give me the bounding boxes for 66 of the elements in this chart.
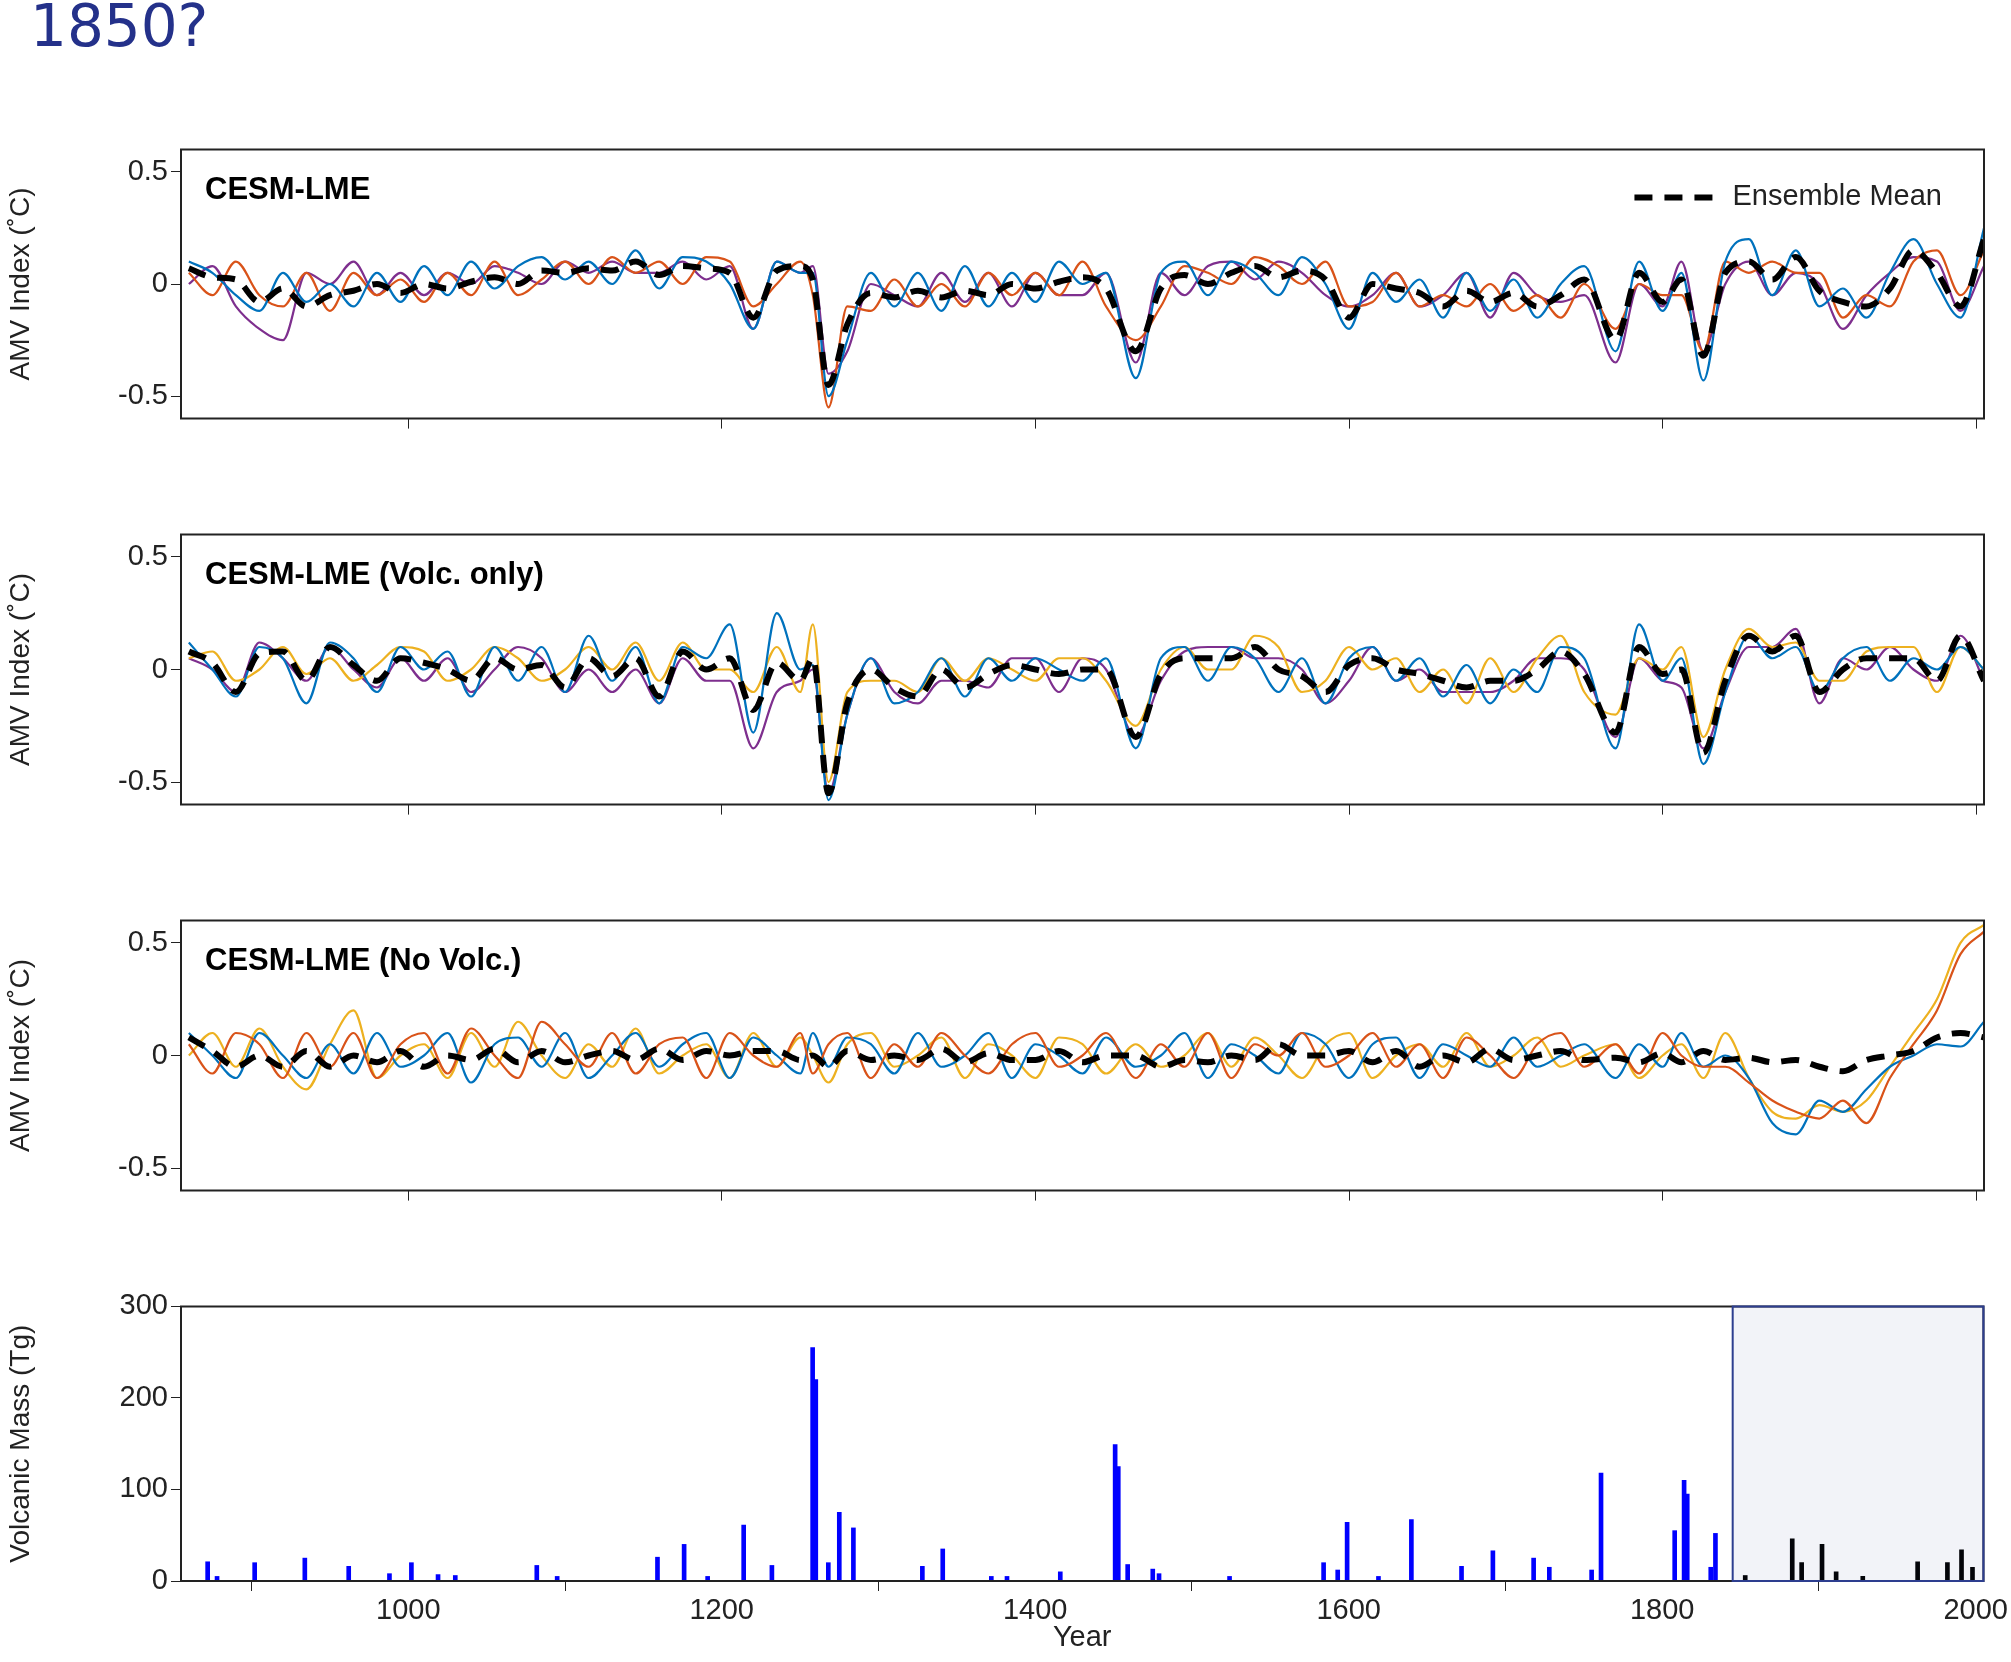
y-tick-label: 100 (119, 1471, 168, 1504)
y-tick-label: 0 (151, 1563, 168, 1595)
bar (1409, 1519, 1414, 1581)
bar (205, 1561, 210, 1581)
x-tick-label: 2000 (1943, 1593, 2008, 1626)
y-tick-label: 0.5 (127, 538, 168, 571)
x-tick-label: 1600 (1316, 1593, 1381, 1626)
bar (825, 1562, 831, 1581)
text: CESM-LME (No Volc.) (205, 942, 522, 978)
bar (409, 1562, 414, 1581)
bar (1789, 1538, 1795, 1581)
bar (741, 1524, 747, 1581)
bar (1150, 1568, 1156, 1581)
bar (1546, 1566, 1552, 1581)
bar (851, 1527, 856, 1581)
y-tick-label: -0.5 (118, 1150, 168, 1183)
bar (1672, 1530, 1678, 1581)
text: CESM-LME (Volc. only) (205, 556, 544, 592)
bar (1589, 1569, 1594, 1581)
bar (655, 1556, 660, 1581)
bar (1459, 1566, 1464, 1581)
bar (940, 1548, 946, 1581)
bar (534, 1565, 540, 1581)
y-tick-label: 200 (119, 1379, 168, 1412)
bar (1915, 1561, 1920, 1581)
y-axis-title: AMV Index (˚C) (3, 959, 35, 1152)
bar (836, 1512, 842, 1581)
y-tick-label: 0 (151, 651, 168, 684)
y-tick-label: -0.5 (118, 764, 168, 797)
bar (1970, 1566, 1975, 1581)
y-axis-title: AMV Index (˚C) (3, 187, 35, 381)
bar (988, 1576, 994, 1581)
x-tick-label: 1800 (1629, 1593, 1695, 1626)
bar (302, 1557, 308, 1581)
bar (1227, 1576, 1232, 1581)
y-tick-label: 0 (151, 1037, 168, 1070)
line-series (187, 249, 1984, 409)
bar (1945, 1562, 1950, 1581)
bar (1335, 1569, 1341, 1581)
bar (1799, 1562, 1804, 1581)
bar (1125, 1564, 1131, 1581)
text: CESM-LME (205, 171, 371, 207)
legend-label: Ensemble Mean (1732, 179, 1943, 212)
bar (252, 1562, 257, 1581)
x-tick-label: 1200 (689, 1593, 754, 1626)
text: 1850? (30, 0, 209, 60)
bar (1959, 1549, 1964, 1581)
line-series (187, 1020, 1984, 1136)
y-tick-label: -0.5 (118, 378, 168, 411)
bar (920, 1566, 925, 1581)
bar (705, 1576, 710, 1581)
y-tick-label: 0 (151, 266, 168, 298)
bar (1531, 1557, 1536, 1581)
x-tick-label: 1000 (376, 1593, 441, 1626)
bar (387, 1573, 392, 1581)
y-tick-label: 0.5 (127, 924, 168, 957)
bar (1321, 1562, 1326, 1581)
y-axis-title: AMV Index (˚C) (3, 573, 35, 766)
y-tick-label: 300 (119, 1288, 168, 1321)
y-tick-label: 0.5 (127, 153, 168, 186)
y-axis-title: Volcanic Mass (Tg) (3, 1324, 35, 1563)
bar (346, 1566, 352, 1581)
line-series (187, 255, 1984, 375)
bar (452, 1575, 458, 1581)
bar (1376, 1576, 1381, 1581)
bar (1057, 1571, 1063, 1581)
